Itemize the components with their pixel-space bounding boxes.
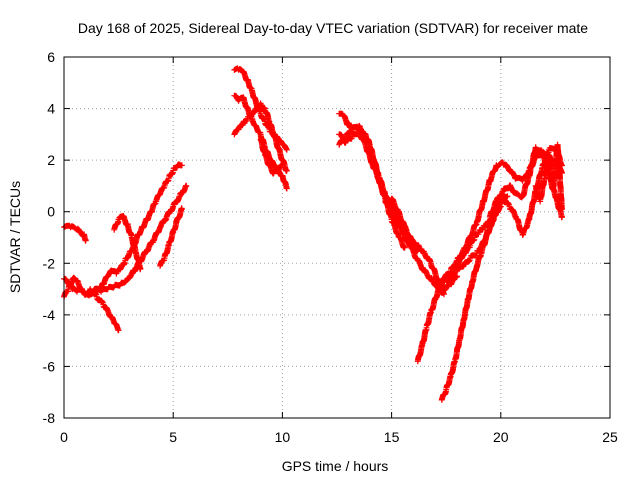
y-tick-label: -8 [43, 410, 56, 426]
y-tick-label: 4 [47, 101, 55, 117]
x-tick-label: 10 [275, 429, 291, 445]
plot-frame [63, 56, 611, 419]
x-tick-label: 25 [602, 429, 618, 445]
y-tick-label: 0 [47, 204, 55, 220]
x-tick-label: 20 [493, 429, 509, 445]
y-tick-label: -2 [43, 255, 56, 271]
y-tick-label: -4 [43, 307, 56, 323]
y-axis-label: SDTVAR / TECUs [7, 181, 23, 293]
grid [64, 57, 610, 418]
x-tick-label: 15 [384, 429, 400, 445]
y-tick-label: 2 [47, 152, 55, 168]
chart-title: Day 168 of 2025, Sidereal Day-to-day VTE… [78, 20, 588, 36]
x-axis-label: GPS time / hours [282, 458, 389, 474]
y-tick-label: -6 [43, 358, 56, 374]
x-tick-label: 0 [60, 429, 68, 445]
y-tick-label: 6 [47, 49, 55, 65]
axis-ticks: 0 5 10 15 20 25 -8 -6 -4 -2 0 2 4 6 [43, 49, 618, 445]
x-tick-label: 5 [169, 429, 177, 445]
